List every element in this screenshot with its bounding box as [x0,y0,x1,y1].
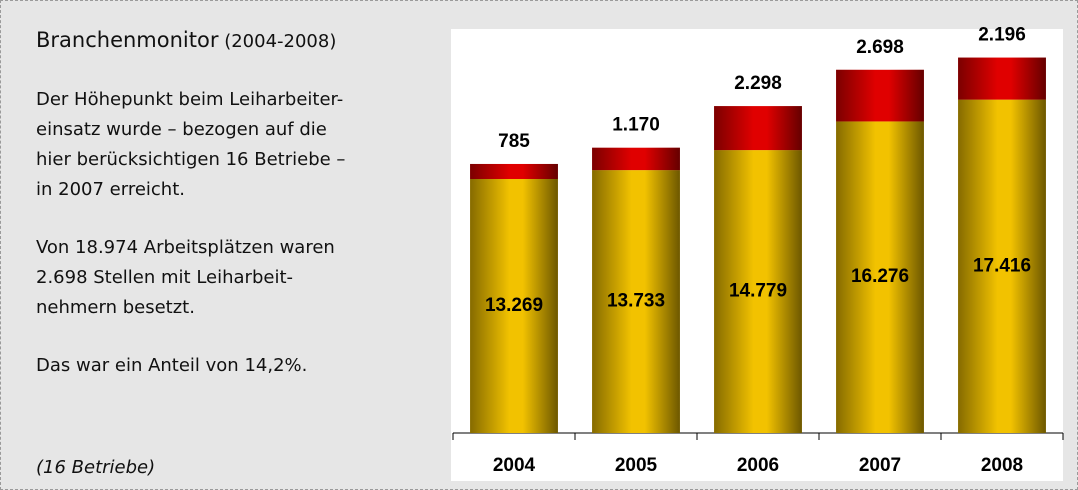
value-label: 2.298 [734,73,782,94]
x-tick-label: 2007 [859,455,901,476]
value-label: 2.196 [978,25,1026,46]
title: Branchenmonitor [36,28,219,52]
x-tick-label: 2004 [493,455,536,476]
sidebar-line: nehmern besetzt. [36,297,195,318]
bar-shade [592,170,680,433]
bar-shade [470,178,558,433]
x-tick-label: 2005 [615,455,658,476]
sidebar-line: Der Höhepunkt beim Leiharbeiter- [36,89,343,110]
bar-shade [836,121,924,434]
footnote: (16 Betriebe) [36,457,155,478]
bar-shade [592,147,680,171]
sidebar-line: hier berücksichtigen 16 Betriebe – [36,149,345,170]
sidebar-title: Branchenmonitor (2004-2008) [36,28,336,52]
bar-shade [470,163,558,179]
sidebar-line: 2.698 Stellen mit Leiharbeit- [36,267,293,288]
sidebar-line: Von 18.974 Arbeitsplätzen waren [36,237,335,258]
value-label: 14.779 [729,281,787,302]
bar-shade [958,99,1046,433]
value-label: 17.416 [973,255,1031,276]
value-label: 785 [498,131,530,152]
sidebar-line: Das war ein Anteil von 14,2%. [36,355,307,376]
value-label: 13.269 [485,295,543,316]
x-tick-label: 2006 [737,455,779,476]
value-label: 1.170 [612,115,660,136]
sidebar-line: einsatz wurde – bezogen auf die [36,119,327,140]
bar-shade [836,69,924,122]
bar-shade [714,106,802,151]
bar-shade [958,57,1046,100]
value-label: 2.698 [856,37,904,58]
value-label: 13.733 [607,291,665,312]
sidebar-line: in 2007 erreicht. [36,179,185,200]
title-years: (2004-2008) [224,31,336,52]
x-tick-label: 2008 [981,455,1023,476]
value-label: 16.276 [851,266,909,287]
bar-shade [714,150,802,433]
